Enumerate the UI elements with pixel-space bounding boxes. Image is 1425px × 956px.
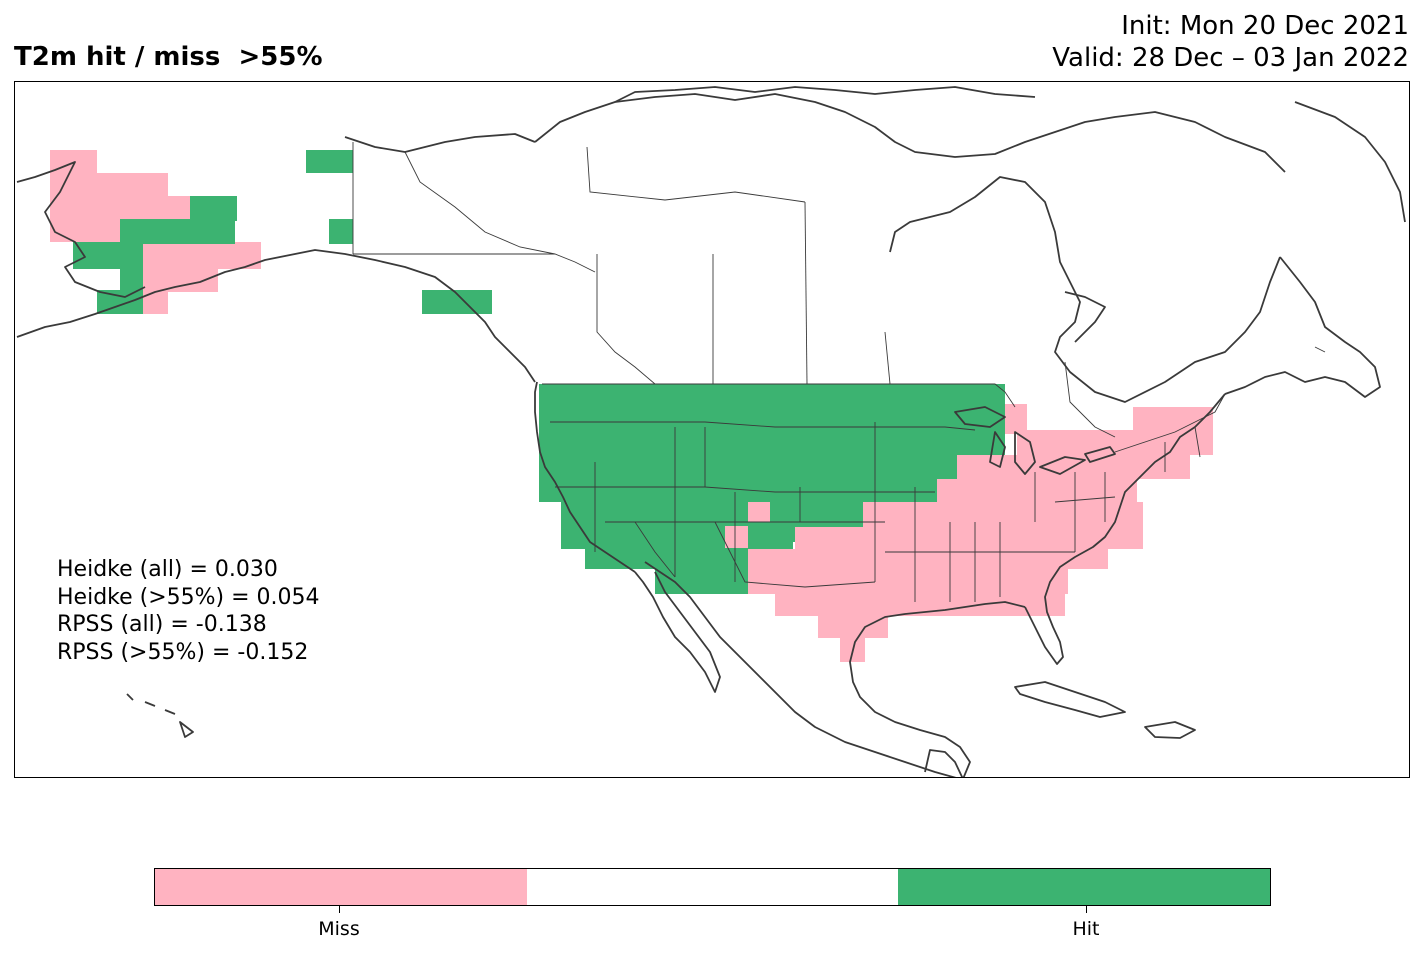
hit-cell <box>655 569 748 594</box>
colorbar-label-miss: Miss <box>318 918 360 940</box>
miss-cell <box>795 527 1143 549</box>
hit-cell <box>585 549 795 569</box>
valid-date: Valid: 28 Dec – 03 Jan 2022 <box>1052 43 1409 73</box>
hit-cell <box>539 479 937 502</box>
map-dates: Init: Mon 20 Dec 2021 Valid: 28 Dec – 03… <box>1052 10 1409 74</box>
hit-cell <box>306 150 353 173</box>
stat-rpss-55: RPSS (>55%) = -0.152 <box>57 639 309 665</box>
stat-rpss-all: RPSS (all) = -0.138 <box>57 612 267 637</box>
colorbar-hit <box>898 869 1271 905</box>
miss-cell <box>748 549 1108 569</box>
hit-cell <box>120 219 235 244</box>
miss-cell <box>50 173 168 196</box>
colorbar <box>154 868 1271 906</box>
miss-cell <box>168 242 218 292</box>
hit-cell <box>723 502 863 522</box>
miss-cell <box>957 455 1017 479</box>
stat-heidke-55: Heidke (>55%) = 0.054 <box>57 584 320 610</box>
colorbar-tick-miss <box>339 906 340 913</box>
map-svg <box>16 86 1406 777</box>
colorbar-miss <box>155 869 527 905</box>
hit-cell <box>190 196 237 221</box>
hit-cell <box>561 527 748 549</box>
miss-cell <box>50 219 120 242</box>
miss-cell <box>937 479 1137 502</box>
init-date: Init: Mon 20 Dec 2021 <box>1121 11 1409 41</box>
hit-cell <box>120 244 143 292</box>
colorbar-tick-hit <box>1086 906 1087 913</box>
forecast-cells <box>50 150 1213 662</box>
hit-cell <box>539 407 1005 430</box>
hit-cell <box>561 502 748 527</box>
map-panel <box>14 81 1410 778</box>
miss-cell <box>775 594 1065 616</box>
miss-cell <box>50 196 190 219</box>
miss-cell <box>1005 404 1027 434</box>
colorbar-label-hit: Hit <box>1072 918 1100 940</box>
hit-cell <box>539 455 957 479</box>
stat-heidke-all: Heidke (all) = 0.030 <box>57 557 278 582</box>
miss-cell <box>748 569 1068 594</box>
miss-cell <box>863 502 1143 527</box>
miss-cell <box>818 616 888 638</box>
hit-cell <box>539 430 1005 455</box>
colorbar-neutral <box>526 869 899 905</box>
miss-cell <box>725 526 748 548</box>
borders <box>352 142 1326 602</box>
miss-cell <box>748 502 770 522</box>
coastlines <box>16 86 1406 777</box>
skill-scores: Heidke (all) = 0.030 Heidke (>55%) = 0.0… <box>57 556 320 666</box>
map-title: T2m hit / miss >55% <box>14 42 323 72</box>
hit-cell <box>539 384 1005 407</box>
hit-cell <box>329 219 353 244</box>
